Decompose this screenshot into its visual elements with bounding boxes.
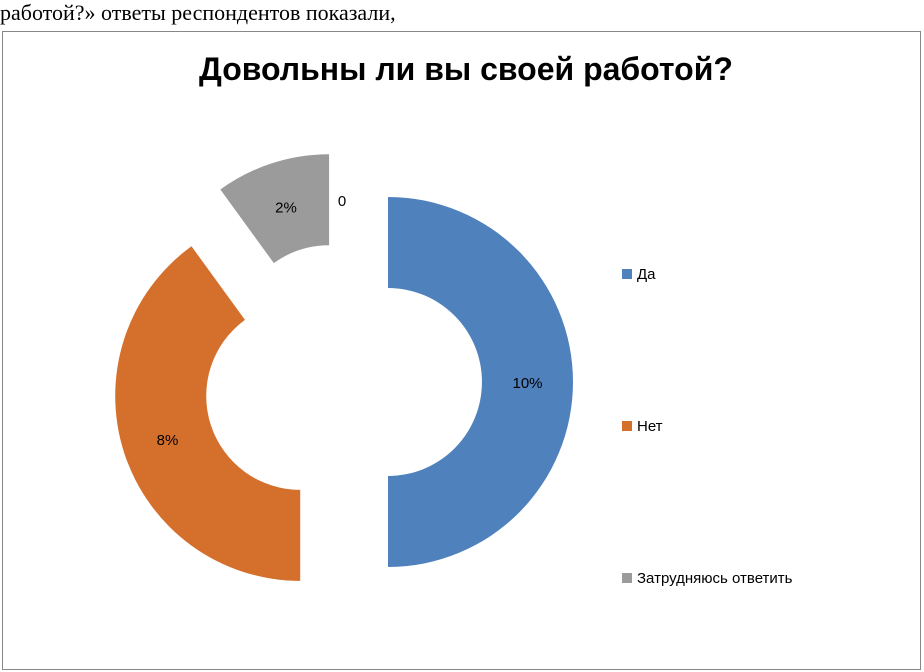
legend-label-3: Затрудняюсь ответить [637, 570, 793, 587]
document-text-line: работой?» ответы респондентов показали, [0, 0, 396, 25]
slice-2 [115, 246, 301, 581]
slice-1 [388, 197, 573, 567]
chart-frame: Довольны ли вы своей работой? 10% 8% 2% 0 … [2, 31, 921, 670]
chart-extra-labels: 0 [338, 193, 346, 210]
slice-3 [220, 154, 330, 264]
data-label-3: 2% [275, 200, 297, 217]
data-label-2: 8% [157, 432, 179, 449]
chart-legend: Да Нет Затрудняюсь ответить [622, 266, 793, 587]
legend-swatch-1 [622, 269, 632, 279]
chart-title: Довольны ли вы своей работой? [199, 51, 733, 87]
legend-label-1: Да [637, 266, 656, 283]
zero-value-label: 0 [338, 193, 346, 210]
data-label-1: 10% [512, 375, 542, 392]
doughnut-chart: Довольны ли вы своей работой? 10%8%2% 0 … [115, 51, 793, 587]
legend-label-2: Нет [637, 418, 663, 435]
chart-data-labels: 10% 8% 2% [157, 200, 543, 449]
legend-swatch-3 [622, 573, 632, 583]
legend-swatch-2 [622, 421, 632, 431]
chart-slices [115, 154, 573, 581]
